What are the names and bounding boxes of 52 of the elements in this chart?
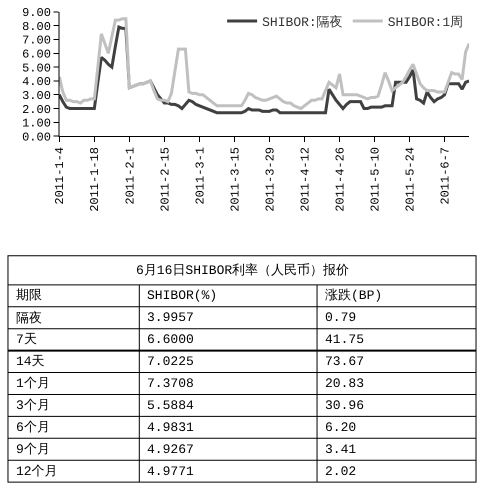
text: 涨跌(BP) (325, 288, 382, 303)
text: 41.75 (325, 332, 364, 347)
x-tick-label: 2011-1-18 (88, 147, 102, 212)
text: 隔夜 (16, 310, 42, 326)
x-tick-label: 2011-2-15 (158, 147, 172, 212)
y-tick-label: 9.00 (22, 6, 51, 20)
text: 12个月 (16, 464, 58, 479)
text: 1个月 (16, 376, 50, 391)
text: 6.6000 (147, 332, 194, 347)
x-tick-label: 2011-5-10 (368, 147, 382, 212)
x-tick-label: 2011-2-1 (123, 147, 138, 205)
x-tick-label: 2011-4-12 (298, 147, 312, 212)
text: 20.83 (325, 376, 364, 391)
legend-label: SHIBOR:隔夜 (262, 14, 343, 30)
text: 2.02 (325, 464, 356, 479)
text: 3.9957 (147, 310, 194, 325)
text: 6.20 (325, 420, 356, 435)
y-tick-label: 2.00 (22, 102, 51, 117)
text: 4.9771 (147, 464, 194, 479)
text: 期限 (16, 288, 42, 303)
text: 0.79 (325, 310, 356, 325)
text: 4.9831 (147, 420, 194, 435)
text: 14天 (16, 354, 45, 369)
x-tick-label: 2011-4-26 (333, 147, 348, 212)
y-tick-label: 8.00 (22, 20, 51, 34)
text: 6月16日SHIBOR利率（人民币）报价 (136, 262, 350, 278)
text: 7.0225 (147, 354, 194, 369)
text: 9个月 (16, 442, 50, 457)
x-tick-label: 2011-6-7 (438, 147, 452, 205)
y-tick-label: 5.00 (22, 61, 51, 76)
text: 3个月 (16, 398, 50, 413)
text: 30.96 (325, 398, 364, 413)
x-tick-label: 2011-3-15 (228, 147, 242, 212)
text: 4.9267 (147, 442, 194, 457)
text: 7天 (16, 332, 37, 347)
x-tick-label: 2011-5-24 (403, 147, 418, 212)
y-tick-label: 0.00 (22, 130, 51, 144)
x-tick-label: 2011-1-4 (53, 147, 68, 205)
text: SHIBOR(%) (147, 288, 218, 303)
y-tick-label: 3.00 (22, 88, 51, 103)
y-tick-label: 1.00 (22, 116, 51, 131)
text: 3.41 (325, 442, 356, 457)
text: 5.5884 (147, 398, 194, 413)
x-tick-label: 2011-3-29 (263, 147, 278, 212)
text: 7.3708 (147, 376, 194, 391)
y-tick-label: 4.00 (22, 75, 51, 90)
x-tick-label: 2011-3-1 (193, 147, 208, 205)
legend-label: SHIBOR:1周 (388, 15, 464, 30)
text: 6个月 (16, 420, 50, 435)
y-tick-label: 7.00 (22, 34, 51, 48)
y-tick-label: 6.00 (22, 47, 51, 62)
text: 73.67 (325, 354, 364, 369)
